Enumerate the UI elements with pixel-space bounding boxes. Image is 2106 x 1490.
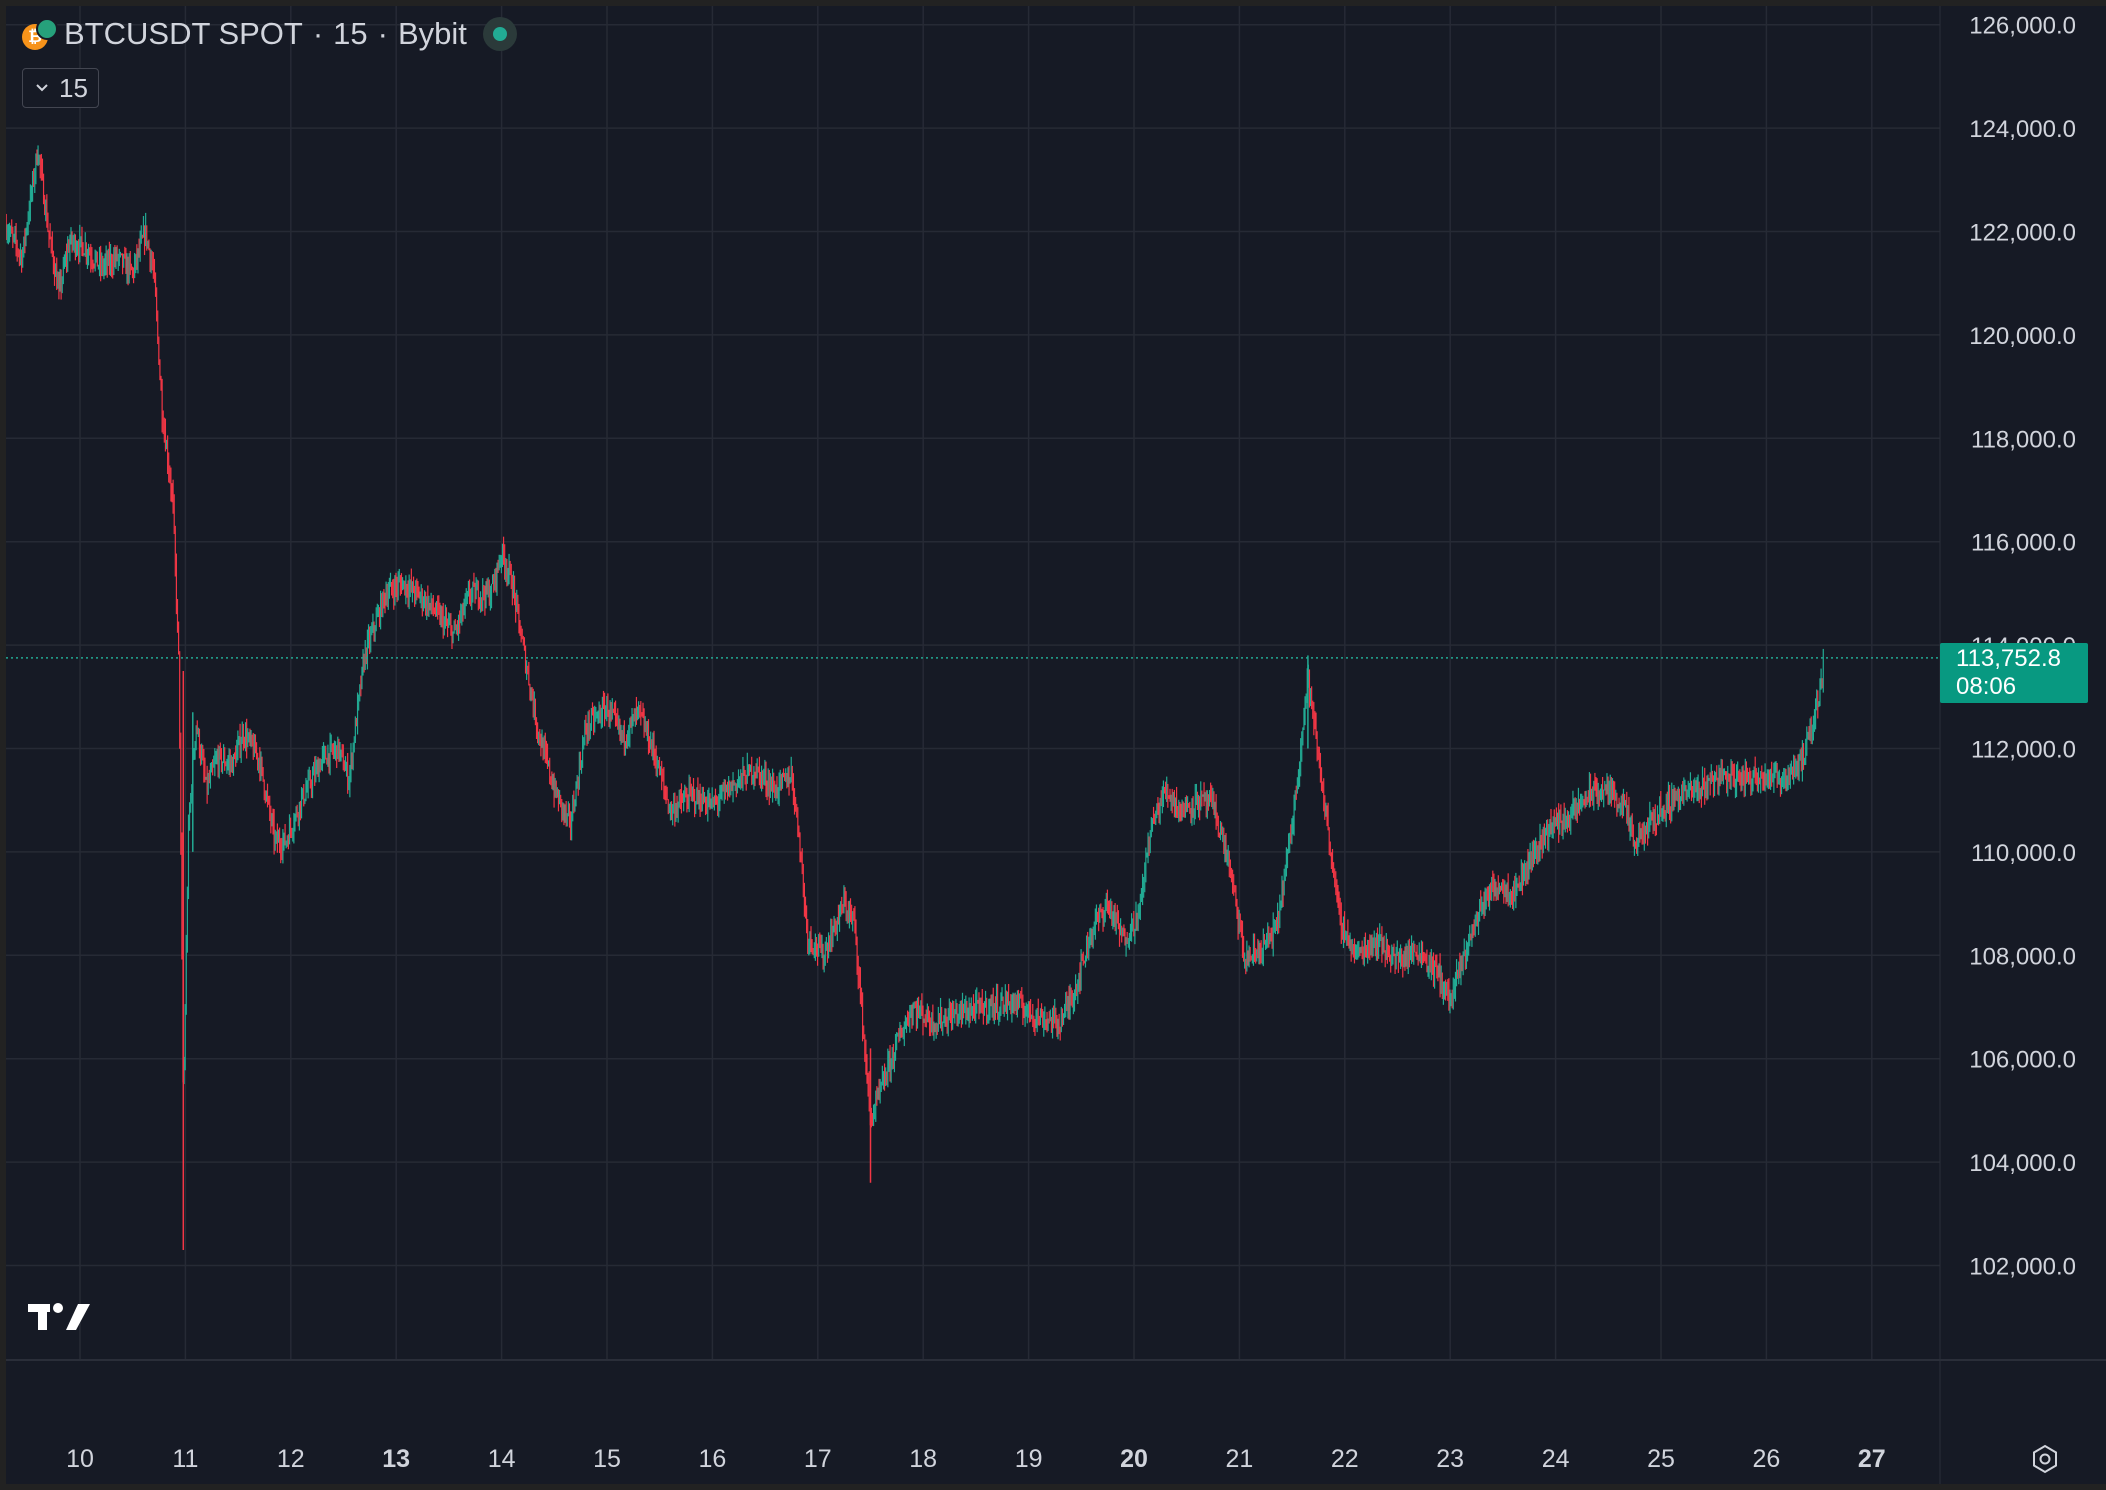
interval-dropdown-button[interactable]: 15: [22, 68, 99, 108]
price-axis-tick-label: 110,000.0: [1971, 840, 2076, 867]
window-frame-top: [0, 0, 2106, 6]
settings-gear-icon[interactable]: [2026, 1440, 2064, 1478]
legend-separator: ·: [312, 16, 324, 51]
last-price-label: 113,752.8 08:06: [1940, 643, 2088, 703]
time-axis-tick-label: 17: [804, 1445, 832, 1473]
tradingview-logo[interactable]: [28, 1300, 90, 1339]
price-axis-tick-label: 126,000.0: [1969, 13, 2076, 40]
price-axis-tick-label: 124,000.0: [1969, 116, 2076, 143]
time-axis-tick-label: 22: [1331, 1445, 1359, 1473]
time-axis-tick-label: 27: [1858, 1445, 1886, 1473]
price-axis-tick-label: 112,000.0: [1971, 737, 2076, 764]
price-axis-tick-label: 102,000.0: [1969, 1254, 2076, 1281]
symbol-legend[interactable]: ₿ BTCUSDT SPOT · 15 · Bybit: [22, 16, 517, 52]
price-axis-tick-label: 118,000.0: [1971, 426, 2076, 453]
time-axis-tick-label: 12: [277, 1445, 305, 1473]
price-axis-tick-label: 104,000.0: [1969, 1150, 2076, 1177]
btc-usdt-icon: ₿: [22, 18, 58, 50]
price-axis-tick-label: 116,000.0: [1971, 530, 2076, 557]
market-open-dot-icon[interactable]: [482, 17, 517, 51]
time-axis-tick-label: 25: [1647, 1445, 1675, 1473]
time-axis-tick-label: 18: [909, 1445, 937, 1473]
time-axis-tick-label: 10: [66, 1445, 94, 1473]
price-axis-tick-label: 120,000.0: [1969, 323, 2076, 350]
axes-layer: 126,000.0 124,000.0 122,000.0 120,000.0 118,…: [6, 6, 2106, 1484]
time-axis-tick-label: 11: [172, 1445, 198, 1473]
legend-exchange: Bybit: [397, 16, 467, 51]
time-axis-panel: [6, 1360, 2106, 1484]
time-axis-tick-label: 20: [1120, 1445, 1148, 1473]
time-axis-tick-label: 13: [382, 1445, 410, 1473]
time-axis-tick-label: 19: [1015, 1445, 1043, 1473]
time-axis-tick-label: 24: [1542, 1445, 1570, 1473]
bar-countdown: 08:06: [1956, 673, 2017, 700]
price-axis-tick-label: 108,000.0: [1969, 943, 2076, 970]
time-axis-tick-label: 16: [698, 1445, 726, 1473]
chevron-down-icon: [36, 84, 48, 92]
window-frame-left: [0, 0, 6, 1490]
interval-button-label: 15: [59, 72, 88, 103]
last-price-value: 113,752.8: [1956, 645, 2061, 672]
time-axis-tick-label: 26: [1752, 1445, 1780, 1473]
time-axis-tick-label: 23: [1436, 1445, 1464, 1473]
price-axis-tick-label: 122,000.0: [1969, 220, 2076, 247]
price-axis-tick-label: 106,000.0: [1969, 1047, 2076, 1074]
time-axis-tick-label: 14: [488, 1445, 516, 1473]
legend-interval: 15: [333, 16, 368, 51]
time-axis-tick-label: 15: [593, 1445, 621, 1473]
time-axis-tick-label: 21: [1225, 1445, 1253, 1473]
window-frame-bottom: [0, 1484, 2106, 1490]
grid-layer: [6, 6, 1940, 1360]
candles-layer: [5, 145, 1824, 1250]
legend-separator: ·: [377, 16, 388, 51]
legend-symbol: BTCUSDT SPOT: [64, 16, 303, 51]
